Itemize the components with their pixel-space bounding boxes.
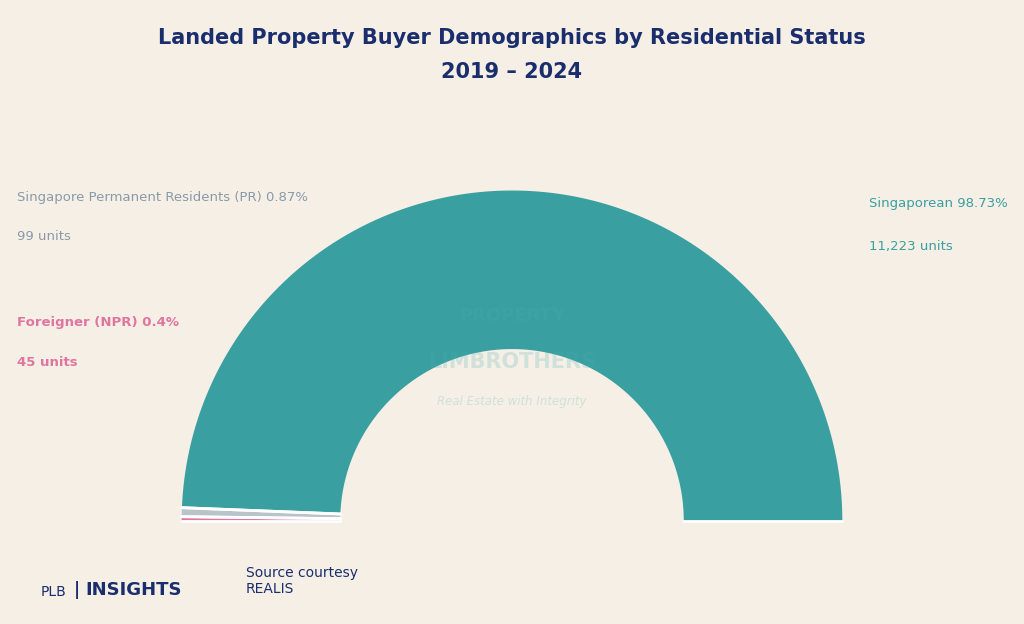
- Text: Real Estate with Integrity: Real Estate with Integrity: [437, 396, 587, 409]
- Text: 11,223 units: 11,223 units: [868, 240, 952, 253]
- Text: 99 units: 99 units: [16, 230, 71, 243]
- Text: Source courtesy
REALIS: Source courtesy REALIS: [246, 566, 357, 596]
- Polygon shape: [181, 508, 340, 519]
- Text: Landed Property Buyer Demographics by Residential Status: Landed Property Buyer Demographics by Re…: [158, 28, 866, 48]
- Text: Foreigner (NPR) 0.4%: Foreigner (NPR) 0.4%: [16, 316, 178, 329]
- Text: |: |: [74, 581, 80, 599]
- Polygon shape: [181, 517, 340, 521]
- Text: Singaporean 98.73%: Singaporean 98.73%: [868, 197, 1008, 210]
- Polygon shape: [182, 190, 843, 521]
- Text: PROPERTY: PROPERTY: [459, 307, 565, 325]
- Text: 2019 – 2024: 2019 – 2024: [441, 62, 583, 82]
- Text: INSIGHTS: INSIGHTS: [85, 581, 181, 599]
- Text: Singapore Permanent Residents (PR) 0.87%: Singapore Permanent Residents (PR) 0.87%: [16, 190, 307, 203]
- Text: LIMBROTHERS: LIMBROTHERS: [428, 353, 596, 373]
- Text: PLB: PLB: [41, 585, 67, 599]
- Text: 45 units: 45 units: [16, 356, 77, 369]
